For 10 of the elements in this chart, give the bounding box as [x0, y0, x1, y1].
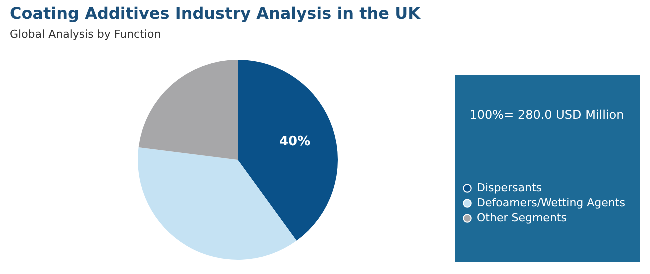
pie-slice — [138, 147, 297, 260]
pie-slice — [238, 60, 338, 241]
text: 100%= 280.0 USD Million — [470, 108, 624, 122]
pie-slice — [138, 60, 238, 160]
data-label: 40% — [280, 134, 311, 150]
legend-label: Other Segments — [477, 212, 568, 224]
legend-label: Defoamers/Wetting Agents — [477, 196, 626, 210]
legend-label: Dispersants — [477, 182, 542, 194]
chart-title: Coating Additives Industry Analysis in the UK — [10, 4, 422, 23]
chart-subtitle: Global Analysis by Function — [10, 28, 162, 41]
